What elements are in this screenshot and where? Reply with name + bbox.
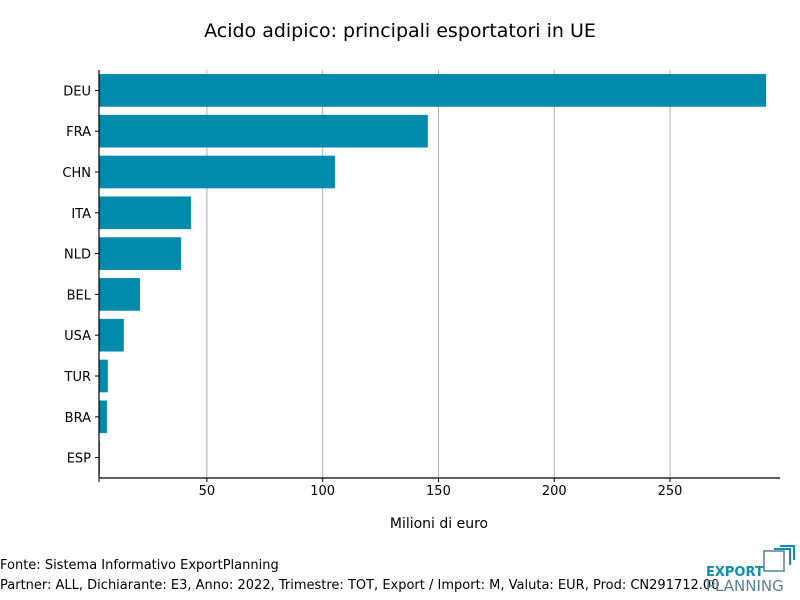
bar-chart: 50 100 150 200 250 DEU FRA CHN ITA NLD BEL USA TUR BR… xyxy=(62,70,780,499)
bar-chn xyxy=(99,155,335,189)
y-tick-label: USA xyxy=(64,329,91,344)
bar-ita xyxy=(99,196,191,230)
bar-usa xyxy=(99,318,124,352)
x-tick-label: 200 xyxy=(542,484,567,499)
exportplanning-logo: EXPORT PLANNING xyxy=(706,545,795,595)
details-note: Partner: ALL, Dichiarante: E3, Anno: 202… xyxy=(0,578,720,593)
y-tick-label: ITA xyxy=(71,207,91,222)
bar-deu xyxy=(99,74,767,107)
svg-text:PLANNING: PLANNING xyxy=(706,577,784,595)
x-tick-label: 150 xyxy=(426,484,451,499)
y-tick-label: CHN xyxy=(62,166,91,181)
y-tick-label: BEL xyxy=(67,288,92,303)
y-tick-label: BRA xyxy=(65,411,91,426)
x-tick-label: 250 xyxy=(658,484,683,499)
y-tick-label: NLD xyxy=(64,248,91,263)
y-tick-label: FRA xyxy=(66,125,91,140)
svg-text:EXPORT: EXPORT xyxy=(706,565,764,580)
source-note: Fonte: Sistema Informativo ExportPlannin… xyxy=(0,558,279,573)
x-tick-label: 100 xyxy=(310,484,335,499)
y-tick-label: TUR xyxy=(64,370,92,385)
chart-title: Acido adipico: principali esportatori in… xyxy=(204,20,596,42)
bar-nld xyxy=(99,237,181,270)
y-tick-label: DEU xyxy=(63,84,91,99)
y-tick-label: ESP xyxy=(67,452,91,467)
x-tick-label: 50 xyxy=(199,484,216,499)
x-axis-label: Milioni di euro xyxy=(389,516,489,532)
bar-tur xyxy=(99,359,108,393)
bar-bra xyxy=(99,400,107,434)
bar-fra xyxy=(99,114,428,148)
bar-bel xyxy=(99,278,140,311)
